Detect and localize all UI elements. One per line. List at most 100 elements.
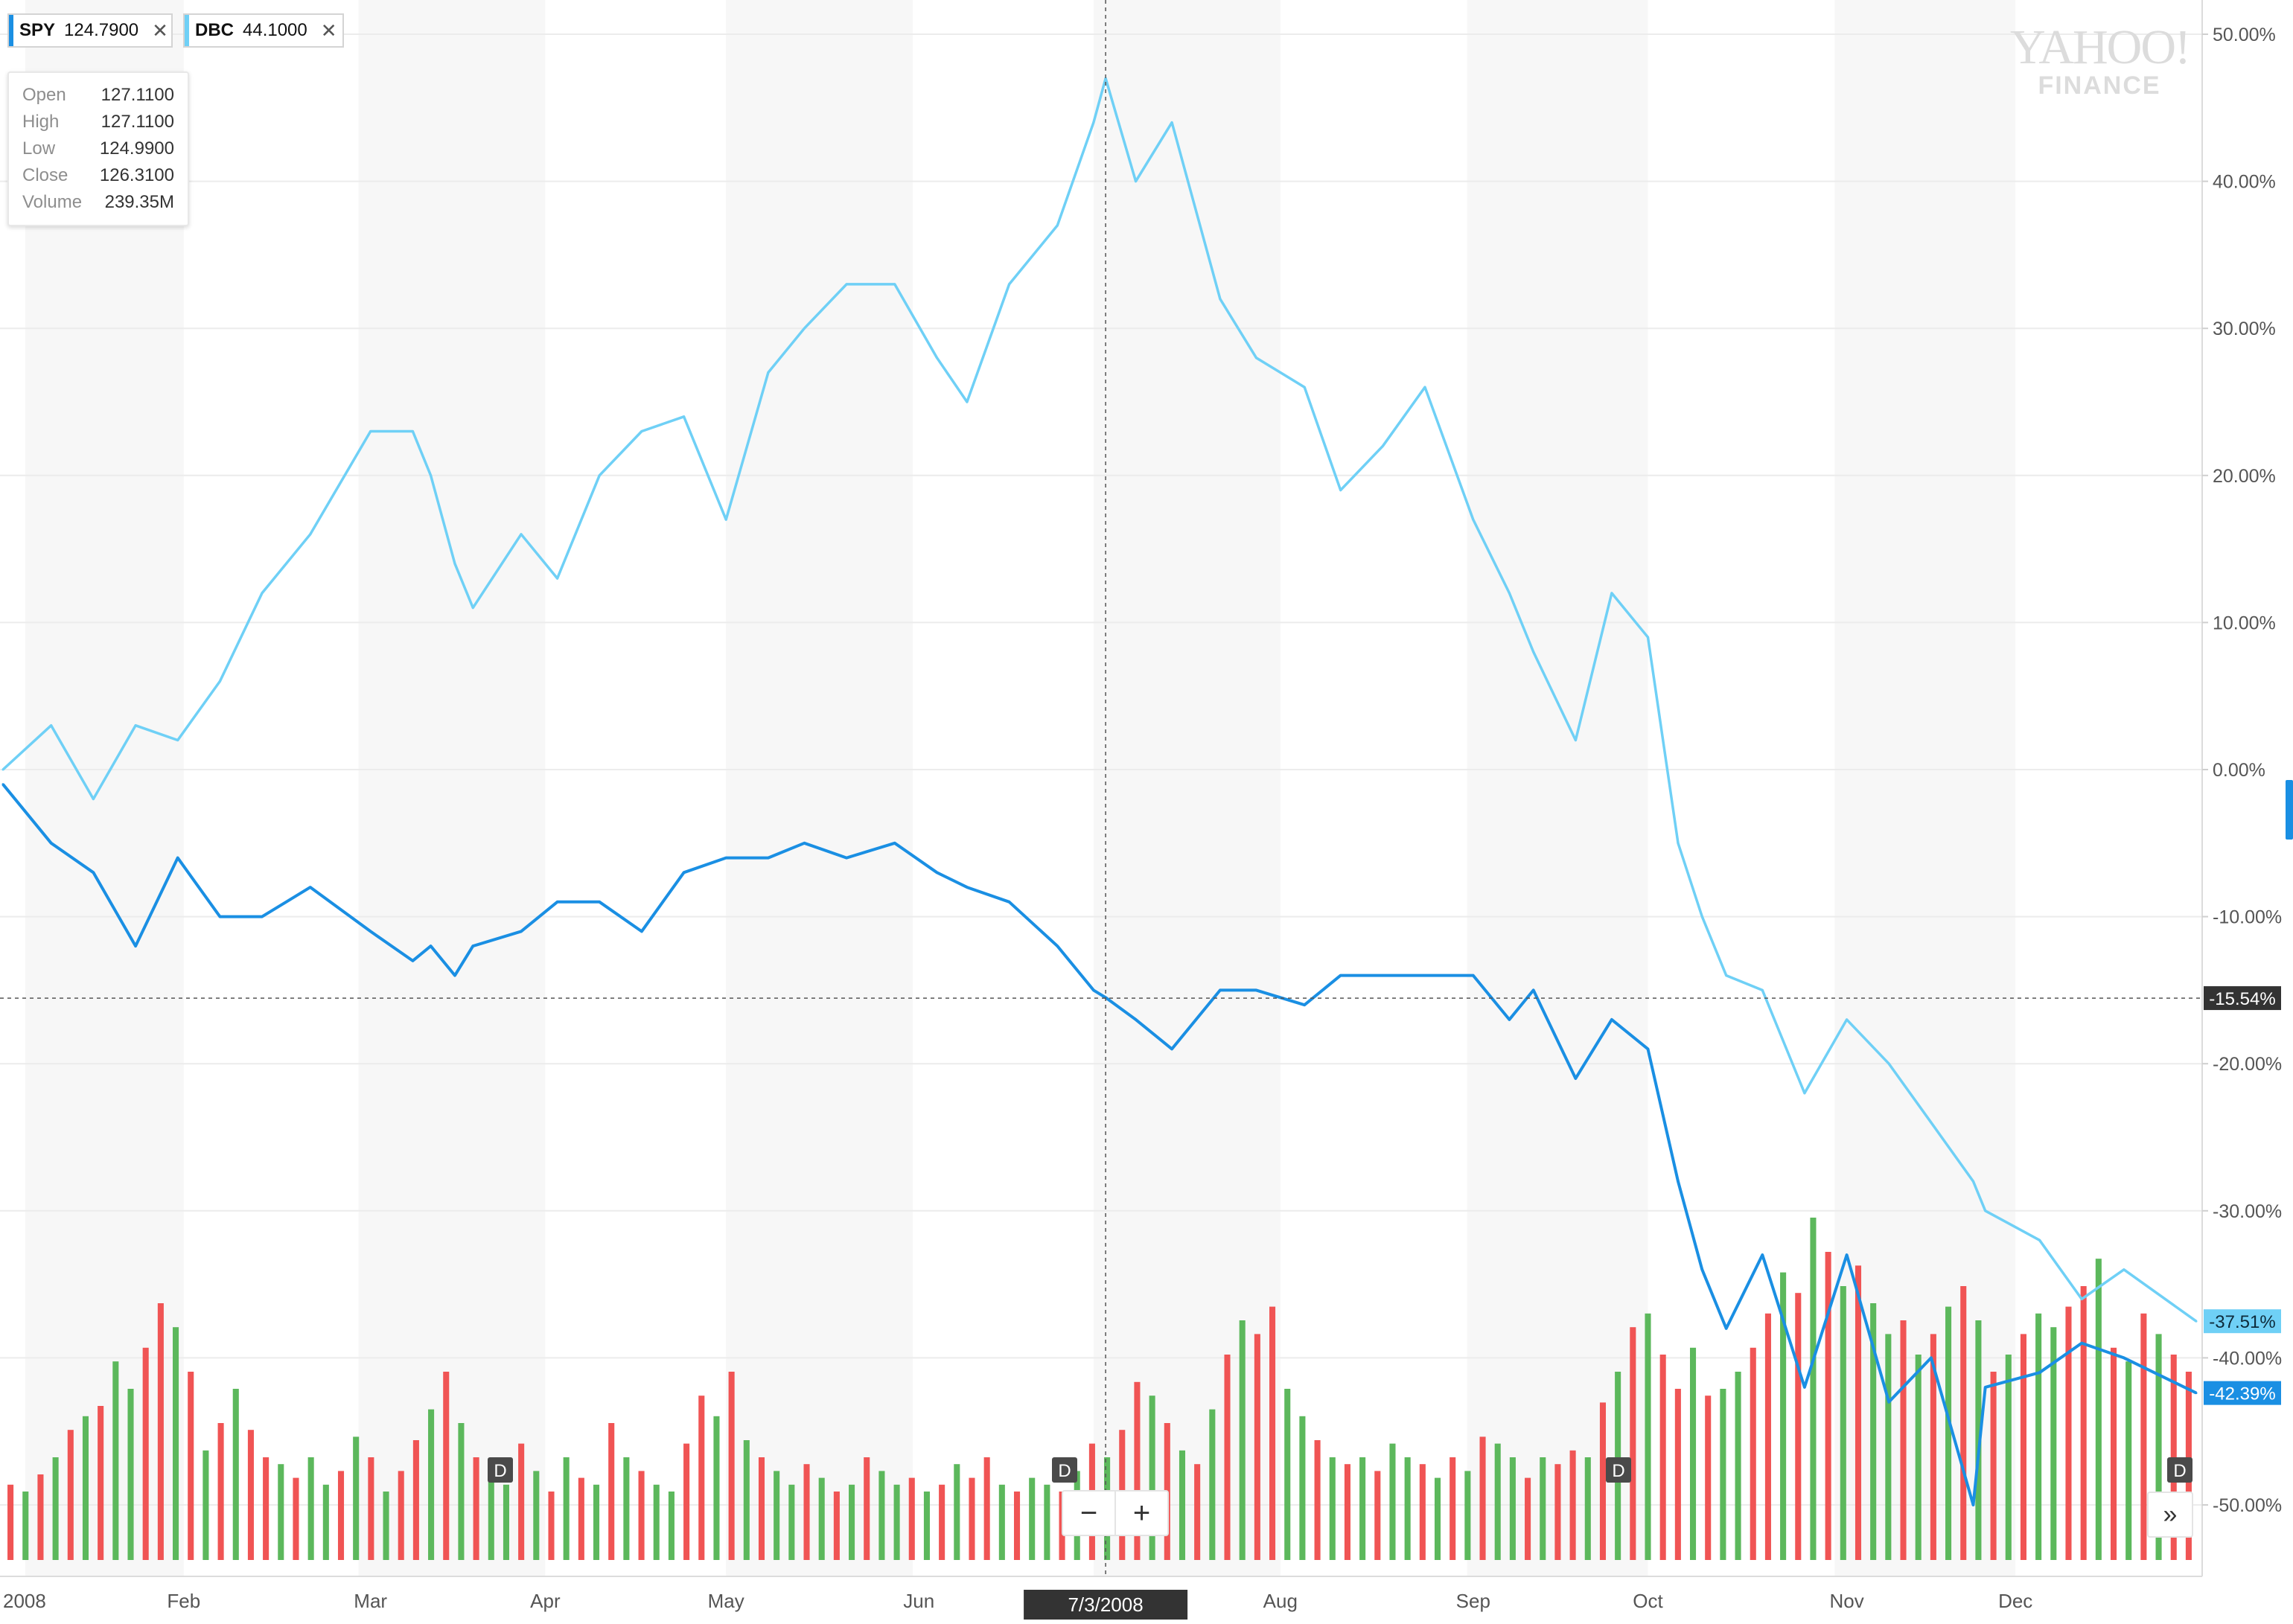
volume-bar (1479, 1436, 1486, 1560)
spy-data-point (1761, 1253, 1764, 1256)
right-scroll-handle[interactable] (2286, 780, 2293, 840)
volume-bar (1750, 1347, 1756, 1560)
dividend-marker[interactable]: D (2167, 1457, 2192, 1483)
x-tick-label: Dec (1998, 1590, 2032, 1612)
x-tick-label: Apr (530, 1590, 561, 1612)
dividend-marker[interactable]: D (488, 1457, 513, 1483)
spy-data-point (598, 901, 601, 904)
volume-bar (878, 1471, 885, 1560)
dbc-data-point (1135, 180, 1138, 183)
volume-bar (1554, 1464, 1561, 1560)
volume-bar (2065, 1306, 2072, 1560)
dbc-data-point (369, 430, 372, 433)
volume-bar (923, 1492, 930, 1560)
y-tick-label: 50.00% (2213, 25, 2276, 45)
spy-data-point (1532, 988, 1535, 991)
volume-bar (2110, 1347, 2117, 1560)
expand-chevron-icon[interactable]: » (2147, 1492, 2193, 1538)
zoom-out-button[interactable]: − (1079, 1496, 1098, 1529)
month-band (1093, 0, 1281, 1576)
volume-bar (2155, 1334, 2162, 1560)
volume-bar (1269, 1306, 1276, 1560)
volume-bar (232, 1389, 239, 1560)
x-tick-label: Feb (167, 1590, 200, 1612)
volume-bar (503, 1484, 510, 1560)
open-value: 127.1100 (101, 85, 174, 105)
spy-data-point (2123, 1356, 2125, 1359)
dbc-data-point (598, 474, 601, 477)
zoom-in-button[interactable]: + (1114, 1492, 1167, 1535)
spy-data-point (1574, 1077, 1577, 1080)
dbc-data-point (845, 283, 848, 286)
spy-data-point (2080, 1342, 2083, 1345)
volume-bar (278, 1464, 284, 1560)
volume-bar (1840, 1286, 1846, 1560)
y-tick-label: -10.00% (2213, 907, 2282, 928)
dbc-data-point (1472, 518, 1475, 521)
volume-bar (713, 1416, 720, 1560)
dbc-data-point (2038, 1238, 2041, 1241)
volume-bar (2050, 1327, 2057, 1560)
x-tick-label: May (708, 1590, 744, 1612)
spy-data-point (640, 930, 643, 933)
spy-data-point (935, 871, 938, 874)
spy-data-point (1803, 1386, 1806, 1389)
volume-bar (939, 1484, 945, 1560)
high-value: 127.1100 (101, 112, 174, 132)
volume-bar (1945, 1306, 1952, 1560)
volume-bar (1900, 1320, 1907, 1560)
volume-bar (22, 1492, 29, 1560)
spy-data-point (453, 974, 456, 977)
spy-last-value-badge (2204, 1381, 2281, 1405)
volume-bar (864, 1457, 870, 1560)
volume-bar (1434, 1477, 1441, 1560)
dbc-data-point (1254, 357, 1257, 359)
volume-bar (1419, 1464, 1426, 1560)
dbc-data-point (261, 592, 264, 595)
dividend-marker-box (2167, 1457, 2192, 1483)
volume-bar (7, 1484, 14, 1560)
spy-data-point (1056, 944, 1059, 947)
volume-bar (82, 1416, 89, 1560)
dbc-data-point (1508, 592, 1511, 595)
volume-bar (1825, 1252, 1831, 1560)
y-tick-label: 0.00% (2213, 760, 2265, 781)
dividend-marker-box (488, 1457, 513, 1483)
volume-bar (398, 1471, 404, 1560)
dbc-data-point (1803, 1092, 1806, 1095)
spy-data-point (2038, 1371, 2041, 1374)
volume-bar (188, 1372, 194, 1560)
spy-data-point (1254, 988, 1257, 991)
dbc-data-point (309, 533, 312, 536)
volume-bar (1254, 1334, 1260, 1560)
legend-spy[interactable]: SPY 124.7900 ✕ (7, 13, 173, 48)
dividend-marker[interactable]: D (1606, 1457, 1631, 1483)
volume-bar (1389, 1443, 1396, 1560)
remove-spy-close-icon[interactable]: ✕ (152, 19, 168, 42)
dbc-data-point (1, 768, 4, 771)
dbc-data-point (893, 283, 896, 286)
dbc-data-point (1647, 636, 1649, 639)
legend-dbc[interactable]: DBC 44.1000 ✕ (183, 13, 344, 48)
dbc-data-point (556, 577, 559, 580)
spy-data-point (683, 871, 686, 874)
volume-bar (1239, 1320, 1246, 1560)
dbc-data-point (430, 474, 433, 477)
dbc-data-point (803, 327, 806, 330)
dbc-data-point (1056, 224, 1059, 227)
x-tick-label: Jun (903, 1590, 934, 1612)
dbc-data-point (1574, 738, 1577, 741)
volume-bar (1284, 1389, 1291, 1560)
volume-bar (1855, 1265, 1862, 1560)
dbc-data-point (1700, 915, 1703, 918)
spy-data-point (1472, 974, 1475, 977)
crosshair-value-label: -15.54% (2209, 989, 2275, 1009)
volume-bar (803, 1464, 810, 1560)
spy-data-point (1887, 1401, 1890, 1404)
remove-dbc-close-icon[interactable]: ✕ (320, 19, 337, 42)
dividend-marker[interactable]: D (1052, 1457, 1077, 1483)
spy-data-point (1092, 988, 1095, 991)
dbc-data-point (1610, 592, 1613, 595)
